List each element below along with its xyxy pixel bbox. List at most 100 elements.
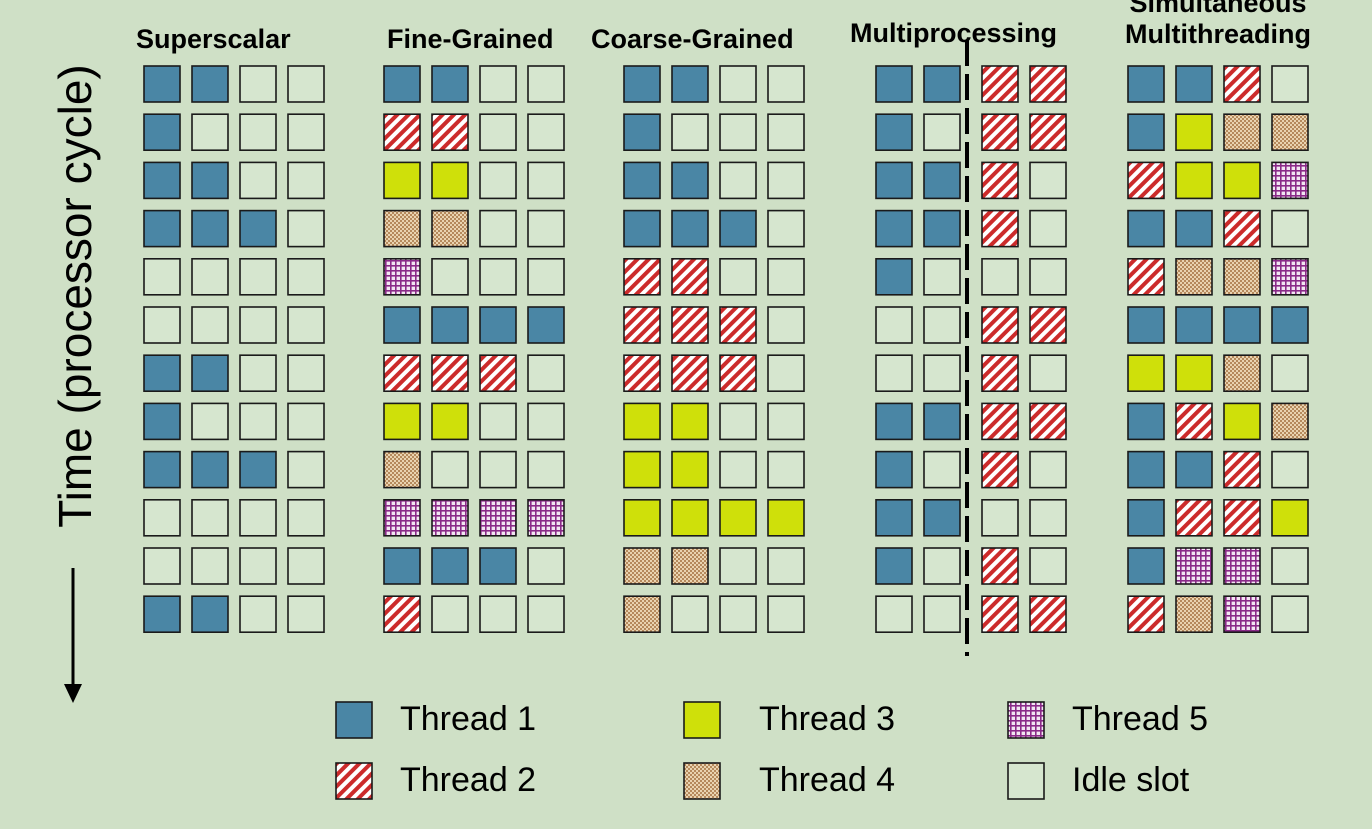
slot-thread2 <box>671 354 709 393</box>
slot-idle <box>719 257 757 296</box>
slot-thread2 <box>981 595 1019 634</box>
slot-thread2 <box>1029 65 1067 103</box>
slot-thread1 <box>191 450 229 489</box>
slot-thread1 <box>1175 450 1213 489</box>
slot-thread2 <box>623 257 661 296</box>
legend-label-thread5: Thread 5 <box>1072 700 1209 738</box>
slot-idle <box>875 306 913 344</box>
slot-thread1 <box>143 113 181 151</box>
slot-idle <box>143 547 181 585</box>
slot-idle <box>479 161 517 200</box>
slot-idle <box>671 595 709 634</box>
slot-thread2 <box>981 402 1019 441</box>
slot-thread2 <box>671 306 709 344</box>
slot-thread2 <box>1223 450 1261 489</box>
slot-thread1 <box>875 161 913 200</box>
slot-idle <box>767 113 805 151</box>
slot-idle <box>719 161 757 200</box>
slot-idle <box>287 113 325 151</box>
slot-thread1 <box>923 161 961 200</box>
slot-thread1 <box>191 65 229 103</box>
slot-thread2 <box>719 306 757 344</box>
panel-title-coarse-grained: Coarse-Grained <box>591 24 794 54</box>
slot-thread2 <box>981 547 1019 585</box>
slot-thread3 <box>671 498 709 537</box>
slot-idle <box>239 257 277 296</box>
slot-idle <box>719 595 757 634</box>
slot-idle <box>1029 354 1067 393</box>
slot-thread4 <box>623 547 661 585</box>
slot-thread2 <box>1223 498 1261 537</box>
slot-thread4 <box>383 450 421 489</box>
slot-idle <box>719 547 757 585</box>
slot-idle <box>1029 450 1067 489</box>
slot-thread1 <box>875 402 913 441</box>
slot-thread2 <box>383 354 421 393</box>
slot-idle <box>767 257 805 296</box>
slot-thread1 <box>671 209 709 248</box>
slot-idle <box>239 161 277 200</box>
slot-thread2 <box>719 354 757 393</box>
slot-thread4 <box>1175 257 1213 296</box>
slot-thread1 <box>1127 450 1165 489</box>
slot-thread2 <box>981 306 1019 344</box>
slot-thread1 <box>191 595 229 634</box>
slot-idle <box>431 450 469 489</box>
slot-thread4 <box>671 547 709 585</box>
legend-label-thread2: Thread 2 <box>400 761 537 799</box>
slot-thread1 <box>143 209 181 248</box>
slot-thread1 <box>1127 65 1165 103</box>
slot-idle <box>527 354 565 393</box>
slot-idle <box>479 65 517 103</box>
slot-thread3 <box>1271 498 1309 537</box>
slot-idle <box>287 547 325 585</box>
slot-thread1 <box>383 306 421 344</box>
slot-thread2 <box>981 354 1019 393</box>
slot-thread1 <box>239 450 277 489</box>
slot-idle <box>239 65 277 103</box>
slot-thread1 <box>191 354 229 393</box>
slot-idle <box>767 65 805 103</box>
slot-idle <box>875 354 913 393</box>
slot-idle <box>767 209 805 248</box>
slot-thread1 <box>671 161 709 200</box>
slot-idle <box>923 547 961 585</box>
slot-thread1 <box>479 306 517 344</box>
slot-thread2 <box>1175 402 1213 441</box>
slot-idle <box>287 450 325 489</box>
slot-idle <box>143 257 181 296</box>
slot-idle <box>239 113 277 151</box>
slot-idle <box>191 113 229 151</box>
slot-thread1 <box>191 161 229 200</box>
slot-idle <box>767 354 805 393</box>
slot-thread2 <box>431 354 469 393</box>
slot-idle <box>527 595 565 634</box>
slot-thread3 <box>623 402 661 441</box>
slot-idle <box>923 354 961 393</box>
slot-idle <box>923 113 961 151</box>
slot-idle <box>1271 65 1309 103</box>
legend-swatch-thread2 <box>335 762 373 800</box>
slot-thread1 <box>875 257 913 296</box>
slot-thread1 <box>623 161 661 200</box>
slot-thread1 <box>143 595 181 634</box>
slot-thread4 <box>1175 595 1213 634</box>
slot-thread1 <box>1127 113 1165 151</box>
slot-thread4 <box>623 595 661 634</box>
slot-idle <box>239 354 277 393</box>
slot-idle <box>431 257 469 296</box>
slot-idle <box>287 595 325 634</box>
slot-idle <box>1271 450 1309 489</box>
slot-thread1 <box>191 209 229 248</box>
slot-thread5 <box>1223 595 1261 634</box>
slot-thread4 <box>1223 354 1261 393</box>
slot-thread3 <box>1175 354 1213 393</box>
slot-thread2 <box>1029 402 1067 441</box>
slot-thread5 <box>1223 547 1261 585</box>
slot-thread1 <box>875 498 913 537</box>
slot-idle <box>191 306 229 344</box>
slot-thread3 <box>1223 402 1261 441</box>
legend-label-idle: Idle slot <box>1072 761 1190 799</box>
slot-idle <box>767 402 805 441</box>
